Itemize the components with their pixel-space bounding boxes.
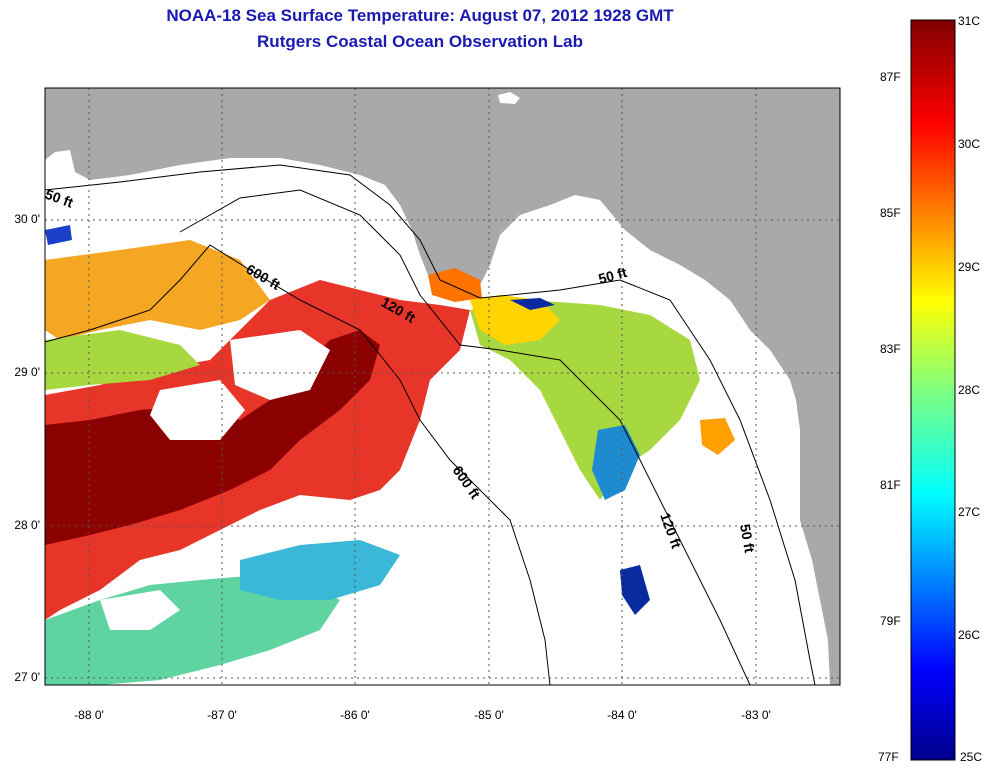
- colorbar-label-f: 77F: [878, 750, 899, 764]
- lon-label: -85 0': [474, 708, 504, 722]
- contour-label: 50 ft: [597, 264, 629, 287]
- lat-label: 27 0': [14, 670, 40, 684]
- colorbar-label-f: 83F: [880, 342, 901, 356]
- contour-120ft: [179, 189, 751, 685]
- colorbar-label-c: 30C: [958, 137, 981, 151]
- lat-label: 28 0': [14, 518, 40, 532]
- contour-label: 50 ft: [737, 523, 758, 554]
- map-subtitle: Rutgers Coastal Ocean Observation Lab: [257, 32, 583, 51]
- colorbar-label-c: 31C: [958, 14, 981, 28]
- map-title: NOAA-18 Sea Surface Temperature: August …: [166, 6, 674, 25]
- lon-label: -83 0': [741, 708, 771, 722]
- colorbar: [910, 19, 956, 761]
- lon-label: -87 0': [207, 708, 237, 722]
- contour-50ft: [45, 164, 816, 685]
- colorbar-label-c: 26C: [958, 628, 981, 642]
- lon-label: -86 0': [340, 708, 370, 722]
- lon-label: -88 0': [74, 708, 104, 722]
- plot-frame: [44, 87, 841, 686]
- colorbar-label-f: 81F: [880, 478, 901, 492]
- lat-label: 30 0': [14, 212, 40, 226]
- grid-lines: [45, 88, 840, 685]
- colorbar-label-f: 79F: [880, 614, 901, 628]
- colorbar-label-c: 28C: [958, 383, 981, 397]
- contour-600ft: [45, 244, 551, 685]
- lon-label: -84 0': [607, 708, 637, 722]
- colorbar-label-f: 85F: [880, 206, 901, 220]
- land-mass: [45, 88, 840, 685]
- colorbar-label-c: 29C: [958, 260, 981, 274]
- lat-label: 29 0': [14, 365, 40, 379]
- colorbar-label-f: 87F: [880, 70, 901, 84]
- colorbar-label-c: 27C: [958, 505, 981, 519]
- colorbar-label-c: 25C: [960, 750, 983, 764]
